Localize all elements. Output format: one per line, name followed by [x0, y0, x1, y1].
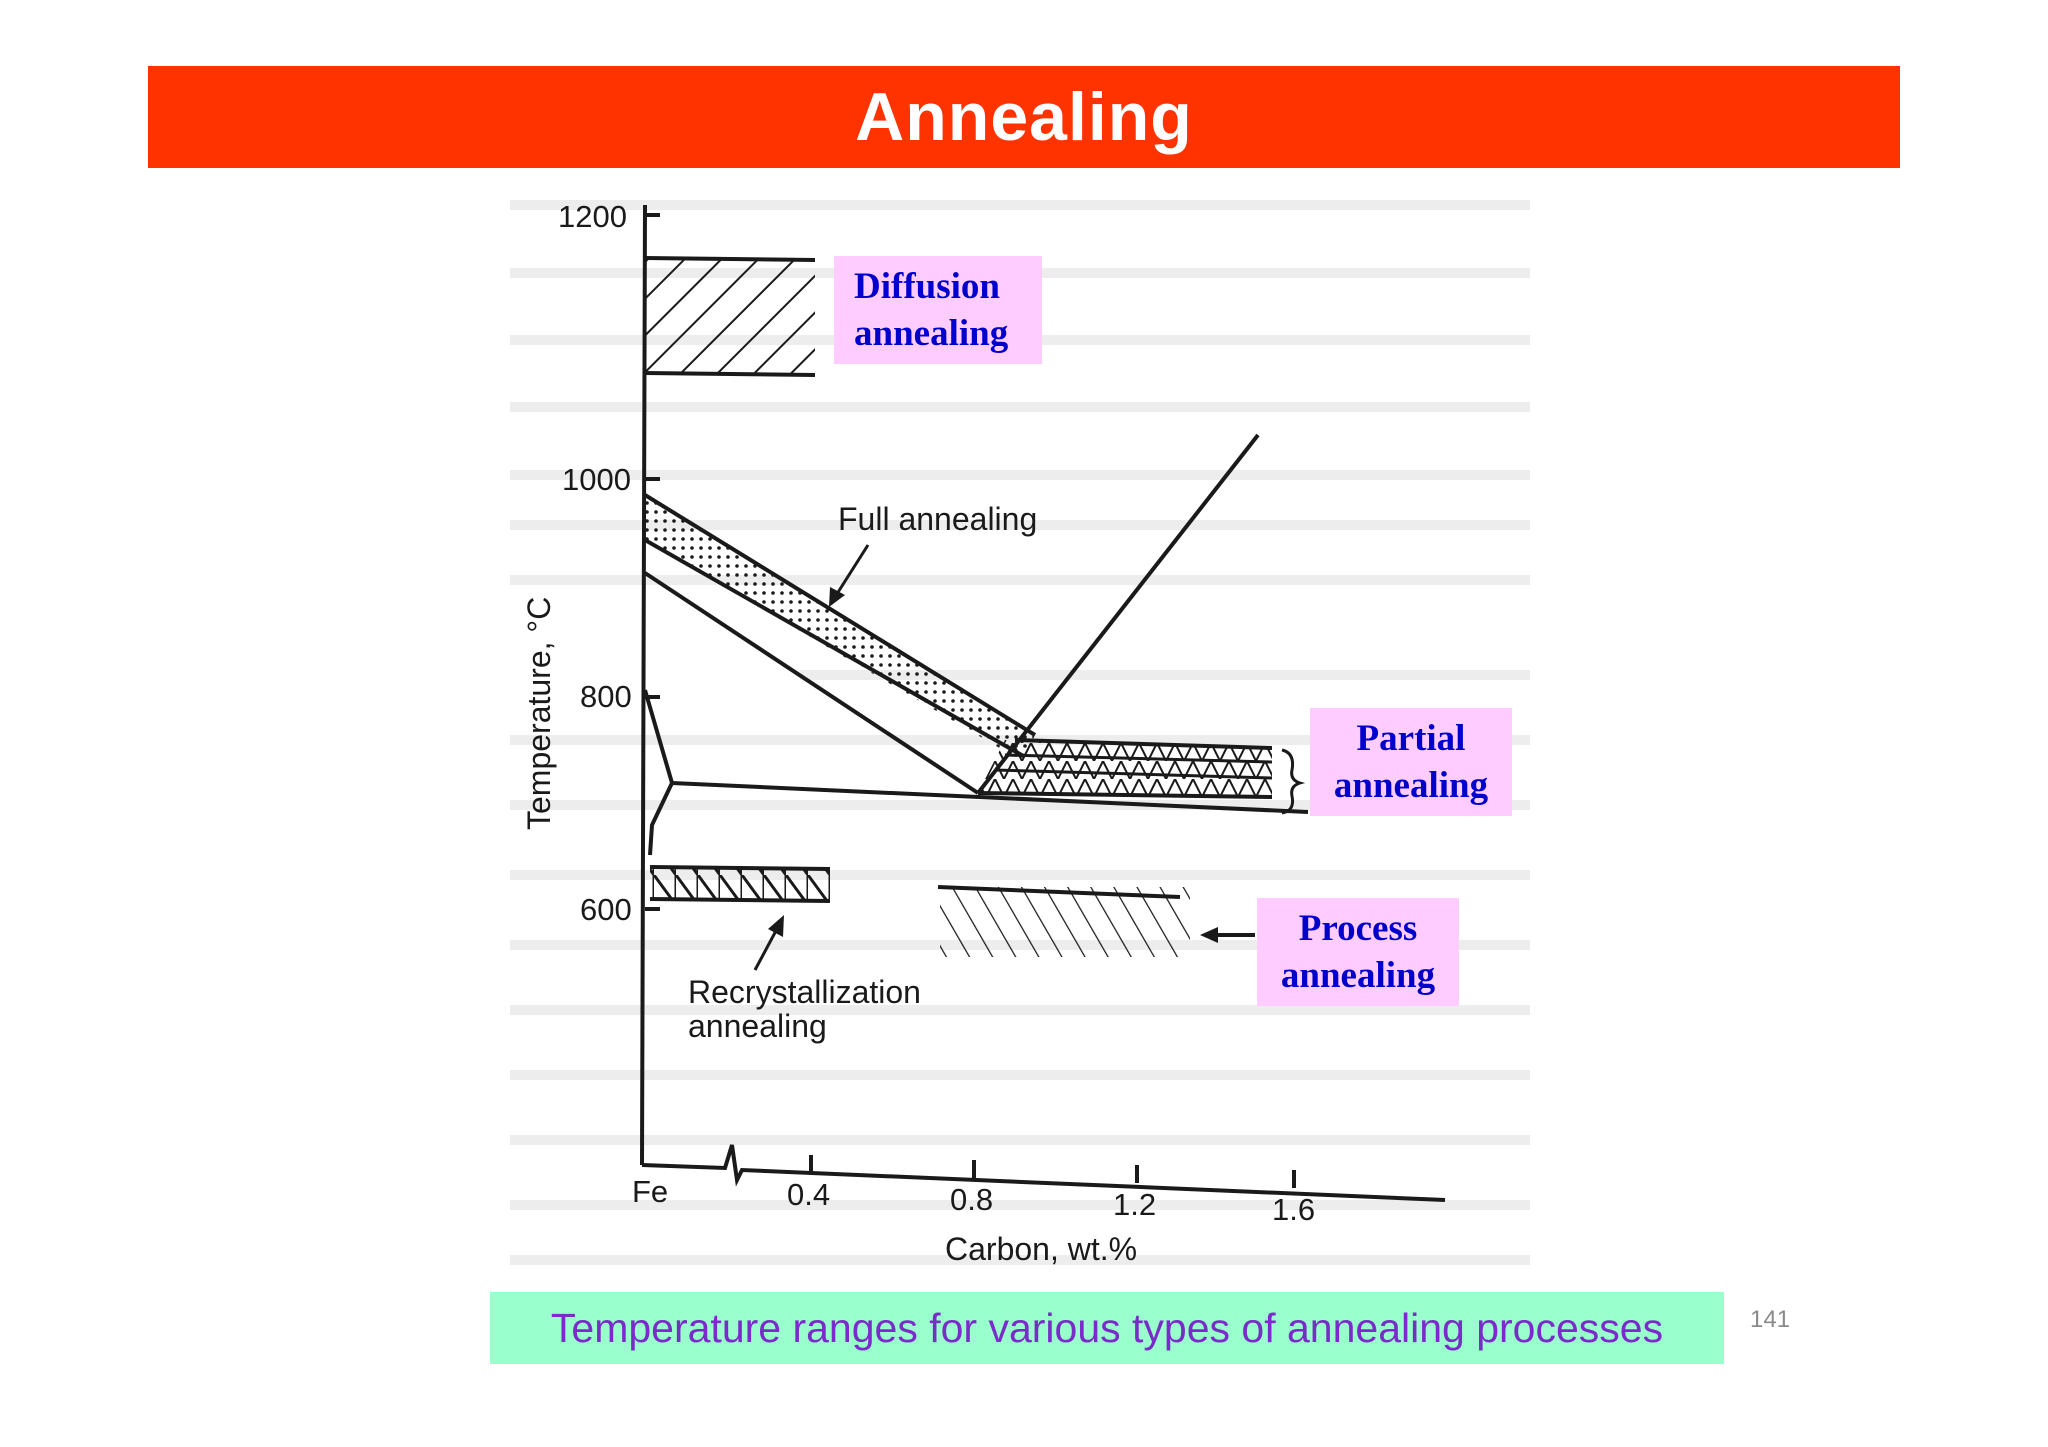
title-bar: Annealing: [148, 66, 1900, 168]
recrystallization-label-line2: annealing: [688, 1008, 827, 1044]
annealing-temperature-diagram: 1200 1000 800 600 Fe 0.4 0.8 1.2 1.6 Car…: [500, 185, 1540, 1290]
x-tick-0-8: 0.8: [950, 1182, 993, 1217]
recrystallization-arrow: [753, 926, 780, 971]
y-tick-1000: 1000: [562, 462, 631, 497]
process-annealing-label: Process annealing: [1257, 898, 1459, 1006]
x-tick-1-6: 1.6: [1272, 1192, 1315, 1227]
full-annealing-band: [645, 495, 1035, 760]
partial-label-line1: Partial: [1356, 718, 1466, 759]
recrystallization-annealing-band: [650, 867, 830, 899]
y-axis: [640, 204, 647, 1166]
diffusion-annealing-label: Diffusion annealing: [834, 256, 1042, 364]
page-number: 141: [1750, 1306, 1791, 1333]
recrystallization-label-line1: Recrystallization: [688, 974, 921, 1010]
partial-annealing-label: Partial annealing: [1310, 708, 1512, 816]
x-tick-0-4: 0.4: [787, 1177, 830, 1212]
partial-label-line2: annealing: [1333, 765, 1489, 806]
diffusion-annealing-band: [645, 258, 815, 375]
a3-line: [643, 571, 980, 795]
diagram-svg: 1200 1000 800 600 Fe 0.4 0.8 1.2 1.6 Car…: [510, 199, 1530, 1267]
partial-brace: [1281, 748, 1306, 815]
caption-text: Temperature ranges for various types of …: [550, 1304, 1664, 1351]
alpha-boundary: [643, 689, 675, 856]
y-tick-600: 600: [580, 892, 632, 927]
process-annealing-band: [940, 887, 1190, 957]
full-annealing-label: Full annealing: [838, 501, 1037, 537]
y-tick-800: 800: [580, 679, 632, 714]
x-axis: [641, 1144, 1446, 1202]
figure-caption: Temperature ranges for various types of …: [490, 1292, 1724, 1364]
process-label-line1: Process: [1298, 908, 1418, 949]
x-axis-label: Carbon, wt.%: [945, 1231, 1137, 1267]
x-tick-fe: Fe: [632, 1174, 668, 1209]
partial-annealing-band: [978, 740, 1272, 797]
full-annealing-arrow: [833, 544, 870, 598]
acm-line: [976, 433, 1260, 795]
x-tick-1-2: 1.2: [1113, 1187, 1156, 1222]
diffusion-label-line2: annealing: [854, 313, 1009, 354]
diffusion-label-line1: Diffusion: [854, 266, 1000, 307]
y-tick-1200: 1200: [558, 199, 627, 234]
y-axis-label: Temperature, °C: [521, 597, 557, 830]
x-ticks: [809, 1155, 1296, 1188]
process-label-line2: annealing: [1280, 955, 1436, 996]
a1-line: [671, 781, 1309, 814]
slide-title: Annealing: [855, 79, 1193, 155]
